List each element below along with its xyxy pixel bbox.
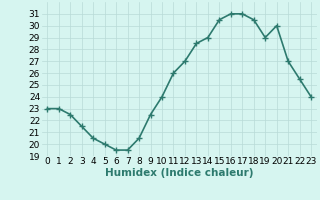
X-axis label: Humidex (Indice chaleur): Humidex (Indice chaleur): [105, 168, 253, 178]
